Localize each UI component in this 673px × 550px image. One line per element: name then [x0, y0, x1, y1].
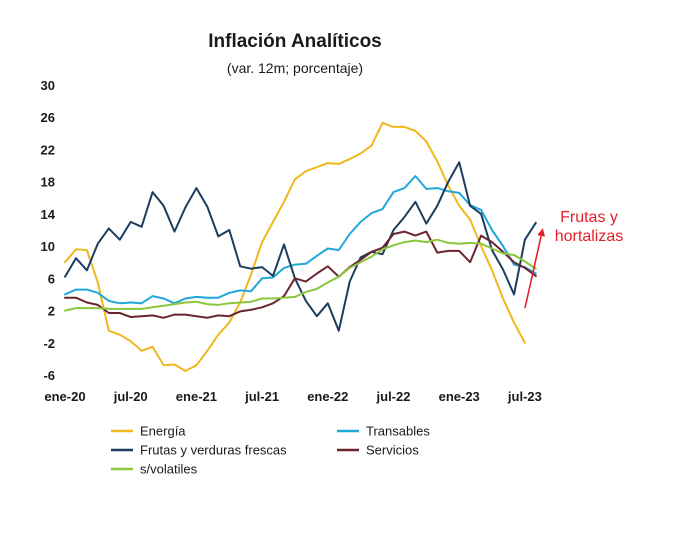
y-tick-label: 6 — [48, 271, 55, 286]
legend-label: Frutas y verduras frescas — [140, 443, 287, 458]
legend-label: Servicios — [366, 443, 419, 458]
legend-label: Transables — [366, 424, 430, 439]
series-line-transables — [64, 175, 537, 305]
frutas-annotation: Frutas y hortalizas — [524, 209, 623, 309]
y-tick-label: 30 — [41, 78, 55, 93]
y-tick-label: 10 — [41, 239, 55, 254]
y-tick-label: 22 — [41, 142, 55, 157]
y-axis: 30 26 22 18 14 10 6 2 -2 -6 — [41, 78, 56, 383]
plot-area — [64, 121, 537, 372]
chart-title: Inflación Analíticos — [208, 31, 382, 52]
y-tick-label: 18 — [41, 175, 55, 190]
y-tick-label: 14 — [41, 207, 56, 222]
series-line-frutas-y-verduras-frescas — [64, 161, 537, 332]
y-tick-label: -2 — [43, 336, 55, 351]
x-tick-label: jul-22 — [376, 389, 411, 404]
x-tick-label: jul-21 — [244, 389, 279, 404]
series-line-s-volatiles — [64, 238, 537, 312]
series-line-energia — [64, 121, 526, 372]
x-tick-label: ene-21 — [176, 389, 217, 404]
x-tick-label: jul-23 — [507, 389, 542, 404]
y-tick-label: 26 — [41, 110, 55, 125]
legend: Energía Transables Frutas y verduras fresc… — [111, 424, 430, 477]
legend-label: Energía — [140, 424, 186, 439]
y-tick-label: -6 — [43, 368, 55, 383]
y-tick-label: 2 — [48, 304, 55, 319]
x-axis: ene-20 jul-20 ene-21 jul-21 ene-22 jul-22 ene-… — [44, 389, 541, 404]
chart-subtitle: (var. 12m; porcentaje) — [227, 60, 363, 76]
x-tick-label: ene-20 — [44, 389, 85, 404]
x-tick-label: ene-23 — [439, 389, 480, 404]
x-tick-label: ene-22 — [307, 389, 348, 404]
series-line-servicios — [64, 230, 537, 319]
annotation-label: hortalizas — [555, 228, 623, 245]
legend-label: s/volatiles — [140, 462, 198, 477]
annotation-arrow — [524, 228, 546, 309]
annotation-label: Frutas y — [560, 209, 618, 226]
x-tick-label: jul-20 — [113, 389, 148, 404]
